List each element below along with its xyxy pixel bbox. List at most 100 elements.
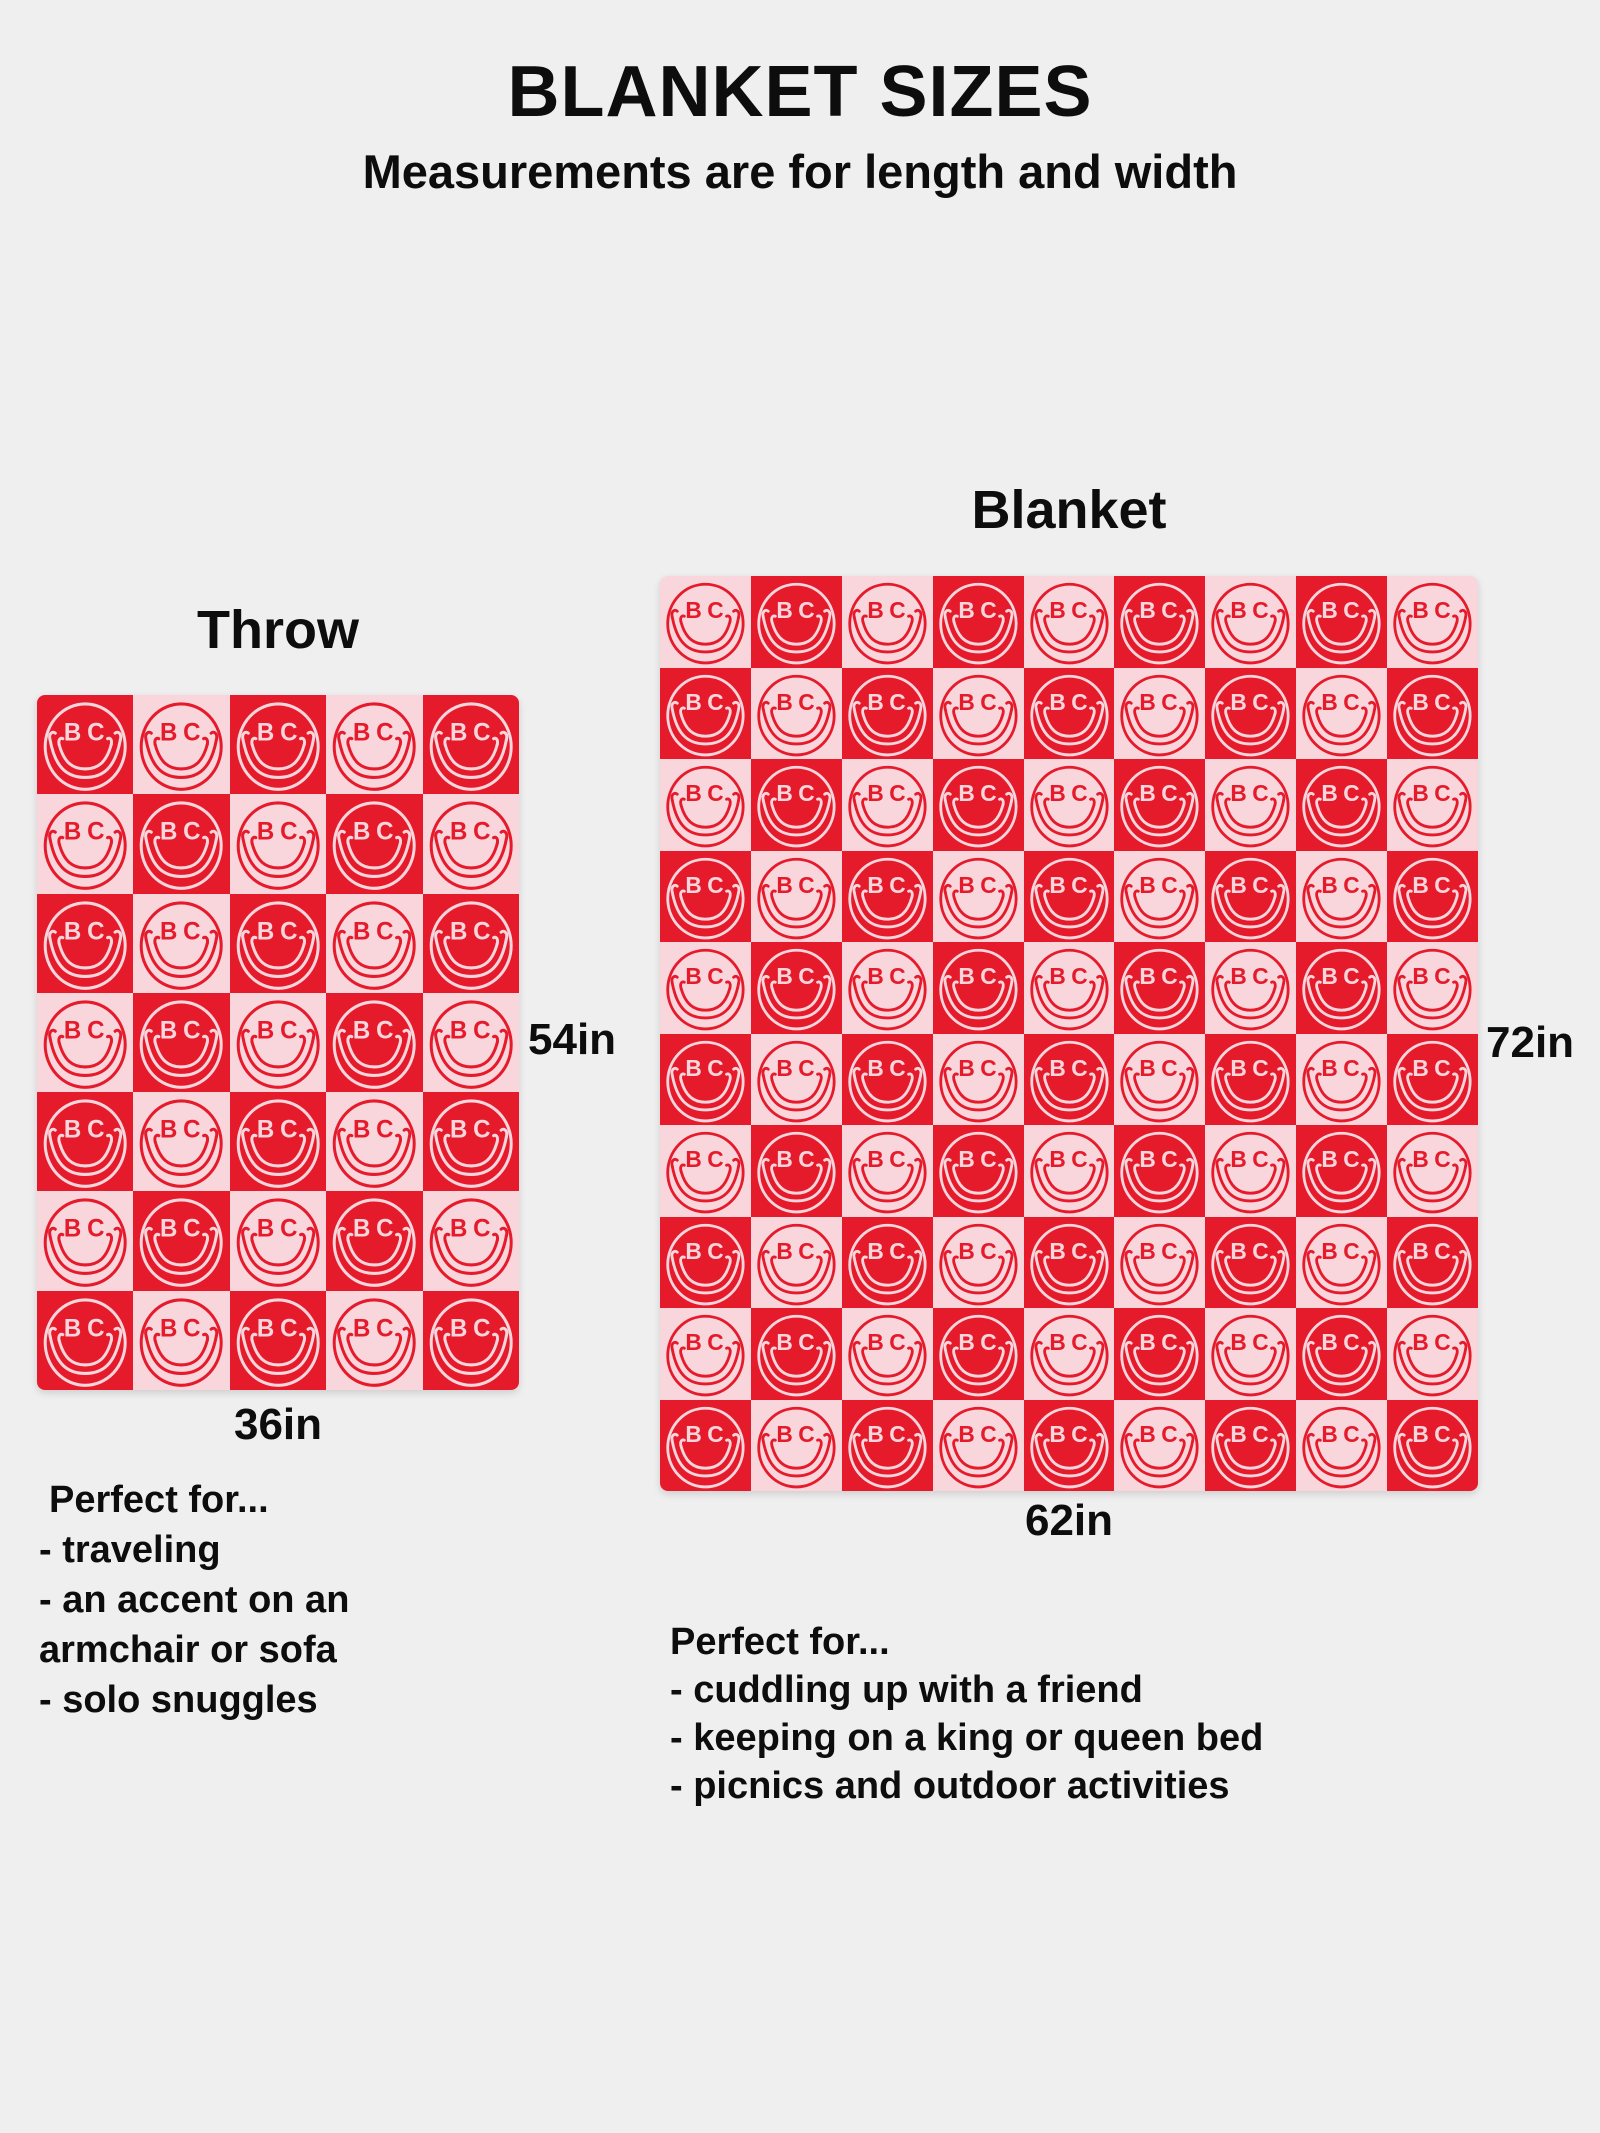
blanket-image bbox=[660, 576, 1478, 1491]
perfect-for-line: - an accent on an bbox=[39, 1579, 350, 1621]
throw-cell bbox=[37, 1290, 134, 1390]
blanket-cell bbox=[1205, 942, 1297, 1034]
blanket-cell bbox=[1387, 1216, 1478, 1308]
blanket-cell bbox=[1296, 576, 1388, 668]
bc-smiley-icon bbox=[1114, 1217, 1205, 1309]
bc-smiley-icon bbox=[423, 1191, 519, 1290]
bc-smiley-icon bbox=[1296, 1308, 1387, 1400]
throw-cell bbox=[229, 893, 327, 993]
bc-smiley-icon bbox=[751, 1034, 842, 1126]
bc-smiley-icon bbox=[133, 894, 229, 993]
throw-cell bbox=[229, 1191, 327, 1291]
bc-smiley-icon bbox=[842, 1034, 933, 1126]
bc-smiley-icon bbox=[37, 1191, 133, 1290]
blanket-cell bbox=[660, 1308, 751, 1400]
blanket-cell bbox=[932, 850, 1024, 943]
blanket-cell bbox=[1114, 667, 1206, 759]
bc-smiley-icon bbox=[1024, 1125, 1115, 1217]
blanket-cell bbox=[1387, 759, 1478, 851]
perfect-for-heading: Perfect for... bbox=[670, 1621, 890, 1663]
bc-smiley-icon bbox=[1296, 1034, 1387, 1126]
bc-smiley-icon bbox=[1296, 759, 1387, 851]
bc-smiley-icon bbox=[1296, 1400, 1387, 1492]
throw-cell bbox=[422, 1092, 519, 1192]
perfect-for-lines: - traveling - an accent on an armchair or … bbox=[39, 1525, 349, 1725]
bc-smiley-icon bbox=[751, 1125, 842, 1217]
throw-width-label: 36in bbox=[233, 1400, 323, 1449]
bc-smiley-icon bbox=[133, 695, 229, 794]
throw-cell bbox=[37, 695, 134, 795]
bc-smiley-icon bbox=[751, 851, 842, 943]
bc-smiley-icon bbox=[423, 794, 519, 893]
throw-cell bbox=[422, 1290, 519, 1390]
blanket-cell bbox=[660, 1216, 751, 1308]
bc-smiley-icon bbox=[1296, 942, 1387, 1034]
blanket-cell bbox=[1205, 1033, 1297, 1125]
bc-smiley-icon bbox=[1205, 1308, 1296, 1400]
blanket-cell bbox=[1296, 1033, 1388, 1126]
blanket-cell bbox=[1114, 1399, 1206, 1492]
blanket-cell bbox=[1114, 576, 1206, 668]
blanket-cell bbox=[1023, 1308, 1115, 1400]
blanket-cell bbox=[1205, 1216, 1297, 1308]
perfect-for-line: - solo snuggles bbox=[39, 1679, 318, 1721]
bc-smiley-icon bbox=[751, 1308, 842, 1400]
bc-smiley-icon bbox=[1387, 1308, 1478, 1400]
bc-smiley-icon bbox=[1296, 851, 1387, 943]
throw-cell bbox=[133, 794, 230, 894]
throw-cell bbox=[37, 1092, 134, 1192]
blanket-cell bbox=[750, 850, 842, 943]
blanket-cell bbox=[1023, 1125, 1115, 1217]
blanket-cell bbox=[660, 667, 751, 759]
blanket-cell bbox=[1205, 850, 1297, 942]
blanket-length-label: 72in bbox=[1486, 1018, 1575, 1067]
blanket-cell bbox=[1114, 942, 1206, 1034]
bc-smiley-icon bbox=[230, 1191, 326, 1290]
blanket-cell bbox=[841, 850, 933, 942]
blanket-cell bbox=[750, 1308, 842, 1400]
bc-smiley-icon bbox=[1114, 1308, 1205, 1400]
bc-smiley-icon bbox=[1024, 759, 1115, 851]
bc-smiley-icon bbox=[37, 894, 133, 993]
blanket-cell bbox=[1114, 1033, 1206, 1125]
bc-smiley-icon bbox=[660, 1400, 751, 1492]
throw-cell bbox=[133, 1290, 230, 1390]
blanket-cell bbox=[1387, 1308, 1478, 1400]
bc-smiley-icon bbox=[751, 576, 842, 668]
bc-smiley-icon bbox=[842, 759, 933, 851]
bc-smiley-icon bbox=[933, 1125, 1024, 1217]
blanket-cell bbox=[1296, 1216, 1388, 1308]
bc-smiley-icon bbox=[1114, 1400, 1205, 1492]
bc-smiley-icon bbox=[660, 942, 751, 1034]
bc-smiley-icon bbox=[230, 894, 326, 993]
throw-cell bbox=[133, 992, 230, 1093]
bc-smiley-icon bbox=[1205, 942, 1296, 1034]
bc-smiley-icon bbox=[1387, 1125, 1478, 1217]
throw-cell bbox=[326, 1191, 423, 1291]
blanket-cell bbox=[1205, 1125, 1297, 1217]
blanket-cell bbox=[1387, 667, 1478, 759]
bc-smiley-icon bbox=[230, 1092, 326, 1191]
bc-smiley-icon bbox=[133, 993, 229, 1092]
throw-cell bbox=[326, 794, 423, 894]
bc-smiley-icon bbox=[37, 1291, 133, 1390]
blanket-cell bbox=[660, 1033, 751, 1125]
blanket-cell bbox=[1114, 1308, 1206, 1400]
bc-smiley-icon bbox=[133, 1291, 229, 1390]
blanket-cell bbox=[1296, 1399, 1388, 1492]
blanket-cell bbox=[932, 576, 1024, 668]
blanket-cell bbox=[1023, 850, 1115, 942]
blanket-cell bbox=[750, 1125, 842, 1217]
blanket-cell bbox=[1023, 1216, 1115, 1308]
blanket-cell bbox=[841, 759, 933, 851]
page-subtitle: Measurements are for length and width bbox=[362, 145, 1238, 198]
blanket-cell bbox=[750, 1216, 842, 1308]
bc-smiley-icon bbox=[933, 851, 1024, 943]
blanket-cell bbox=[660, 759, 751, 851]
bc-smiley-icon bbox=[1024, 942, 1115, 1034]
bc-smiley-icon bbox=[842, 576, 933, 668]
bc-smiley-icon bbox=[660, 1125, 751, 1217]
blanket-cell bbox=[1296, 1125, 1388, 1217]
blanket-cell bbox=[1114, 759, 1206, 851]
bc-smiley-icon bbox=[326, 1191, 422, 1290]
